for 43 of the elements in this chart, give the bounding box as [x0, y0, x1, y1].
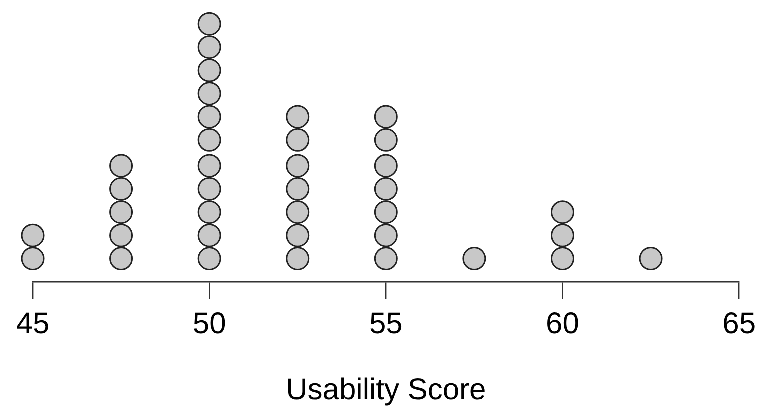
point: [198, 247, 222, 271]
point: [286, 128, 310, 152]
x-tick-label: 55: [369, 307, 403, 340]
point: [374, 200, 398, 224]
point: [374, 247, 398, 271]
point: [374, 128, 398, 152]
point: [286, 247, 310, 271]
point: [110, 247, 134, 271]
point: [374, 177, 398, 201]
point: [550, 224, 574, 248]
point: [110, 154, 134, 178]
point: [550, 247, 574, 271]
point: [110, 200, 134, 224]
point: [286, 200, 310, 224]
x-tick-label: 65: [722, 307, 756, 340]
point: [286, 224, 310, 248]
point: [110, 224, 134, 248]
point: [286, 154, 310, 178]
x-tick-label: 60: [546, 307, 580, 340]
point: [286, 105, 310, 129]
point: [198, 128, 222, 152]
point: [198, 58, 222, 82]
x-axis-title: Usability Score: [286, 373, 486, 406]
x-tick-label: 50: [192, 307, 226, 340]
point: [21, 224, 45, 248]
point: [639, 247, 663, 271]
point: [374, 154, 398, 178]
point: [198, 12, 222, 36]
point: [198, 36, 222, 60]
point: [198, 154, 222, 178]
point: [198, 105, 222, 129]
point: [550, 200, 574, 224]
point: [286, 177, 310, 201]
point: [198, 200, 222, 224]
point: [374, 105, 398, 129]
point: [198, 82, 222, 106]
x-tick-label: 45: [16, 307, 50, 340]
point: [198, 224, 222, 248]
point: [110, 177, 134, 201]
point: [462, 247, 486, 271]
point: [374, 224, 398, 248]
point: [21, 247, 45, 271]
point: [198, 177, 222, 201]
